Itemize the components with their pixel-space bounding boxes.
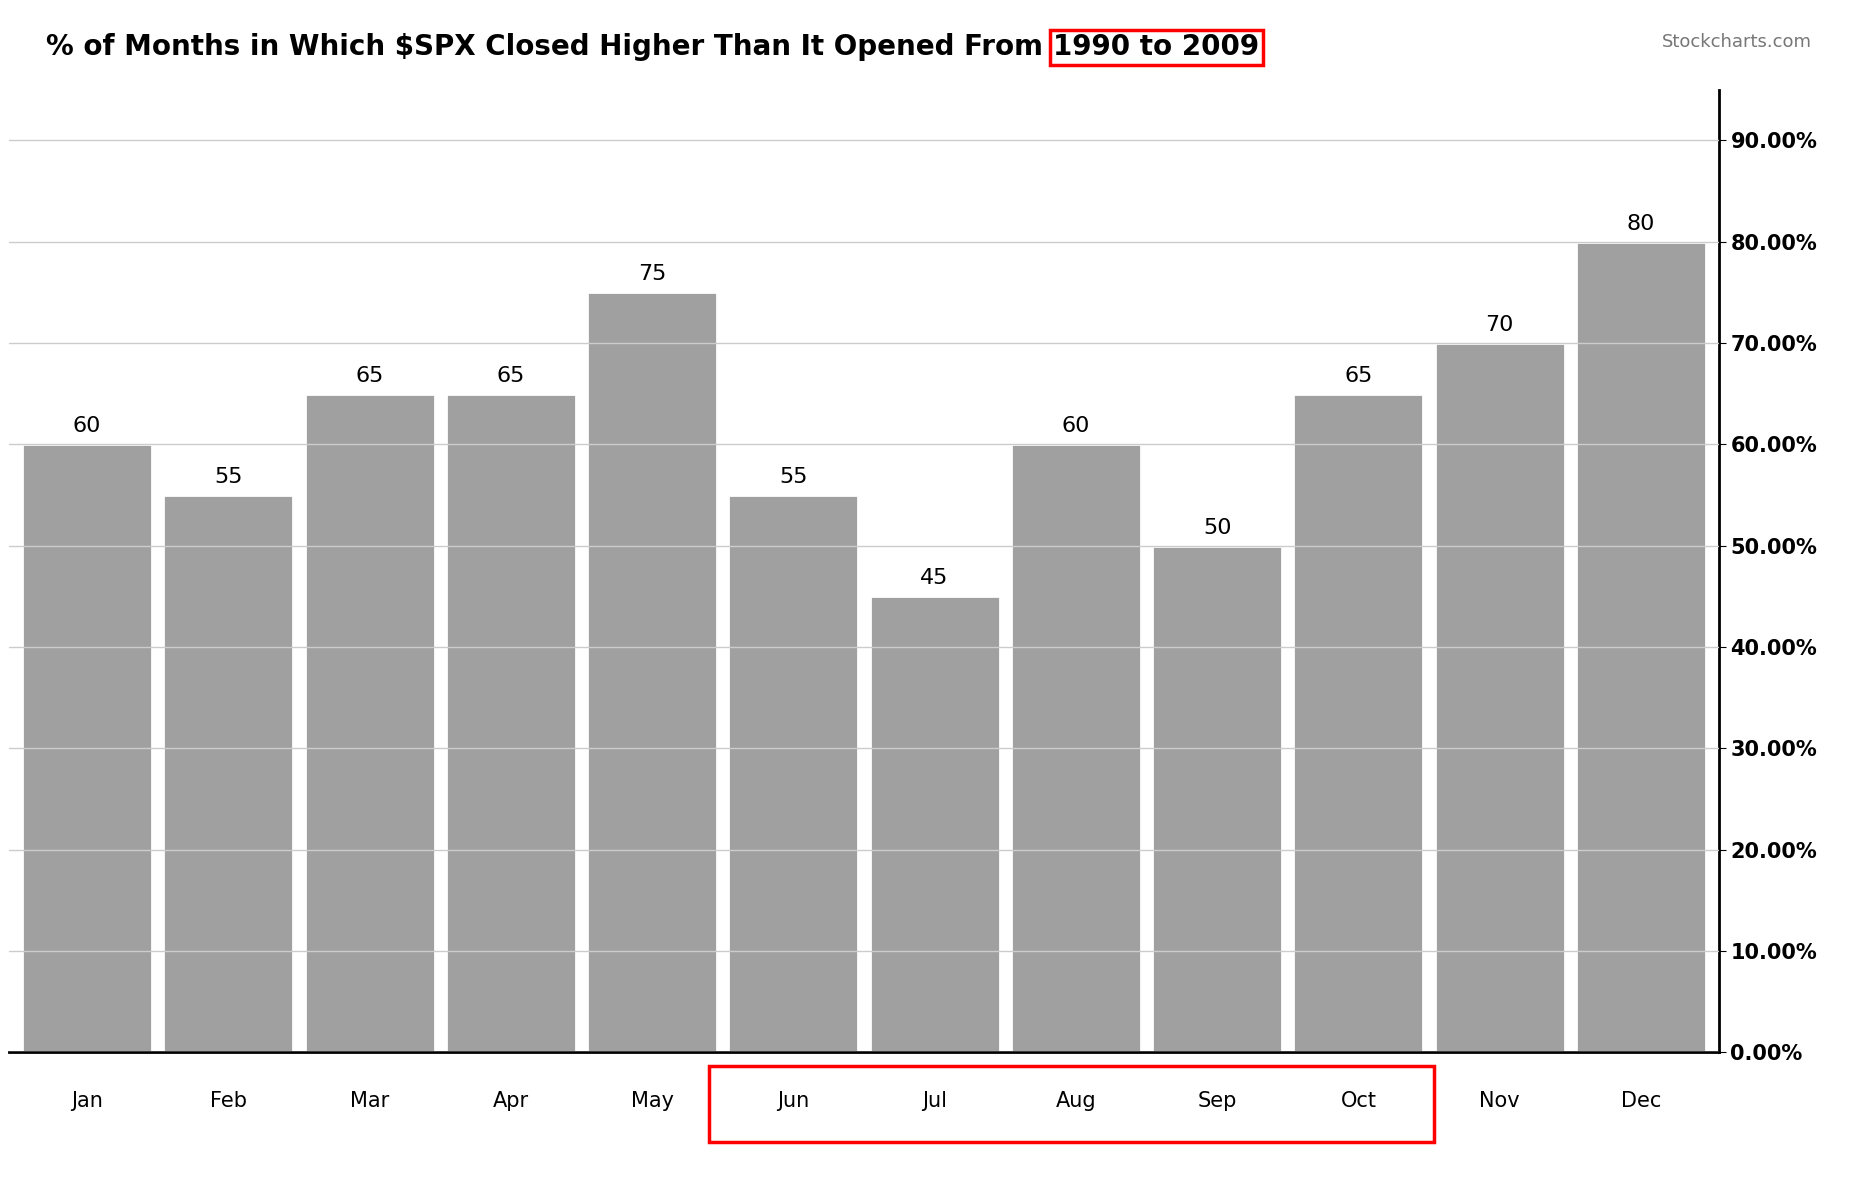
Text: 60: 60 xyxy=(1060,416,1090,437)
Bar xyxy=(305,393,435,1052)
Bar xyxy=(1575,242,1705,1052)
Text: 45: 45 xyxy=(919,568,949,588)
Text: 70: 70 xyxy=(1486,315,1513,335)
Bar xyxy=(1010,445,1140,1052)
Bar xyxy=(1151,545,1281,1052)
Bar xyxy=(446,393,576,1052)
Text: 65: 65 xyxy=(355,366,384,385)
Text: 65: 65 xyxy=(1343,366,1372,385)
Text: 65: 65 xyxy=(496,366,526,385)
Text: 55: 55 xyxy=(778,466,808,487)
Bar xyxy=(22,445,152,1052)
Bar xyxy=(728,495,858,1052)
Text: % of Months in Which $SPX Closed Higher Than It Opened From: % of Months in Which $SPX Closed Higher … xyxy=(46,33,1053,61)
Text: 80: 80 xyxy=(1627,214,1655,233)
Text: 60: 60 xyxy=(72,416,100,437)
Text: 55: 55 xyxy=(214,466,243,487)
Text: 50: 50 xyxy=(1201,518,1231,538)
Bar xyxy=(587,292,717,1052)
Text: 1990 to 2009: 1990 to 2009 xyxy=(1053,33,1259,61)
Bar xyxy=(1292,393,1422,1052)
Text: 75: 75 xyxy=(637,264,667,285)
Text: Stockcharts.com: Stockcharts.com xyxy=(1660,33,1811,51)
Bar xyxy=(163,495,293,1052)
Bar xyxy=(869,597,999,1052)
Bar xyxy=(1434,343,1564,1052)
